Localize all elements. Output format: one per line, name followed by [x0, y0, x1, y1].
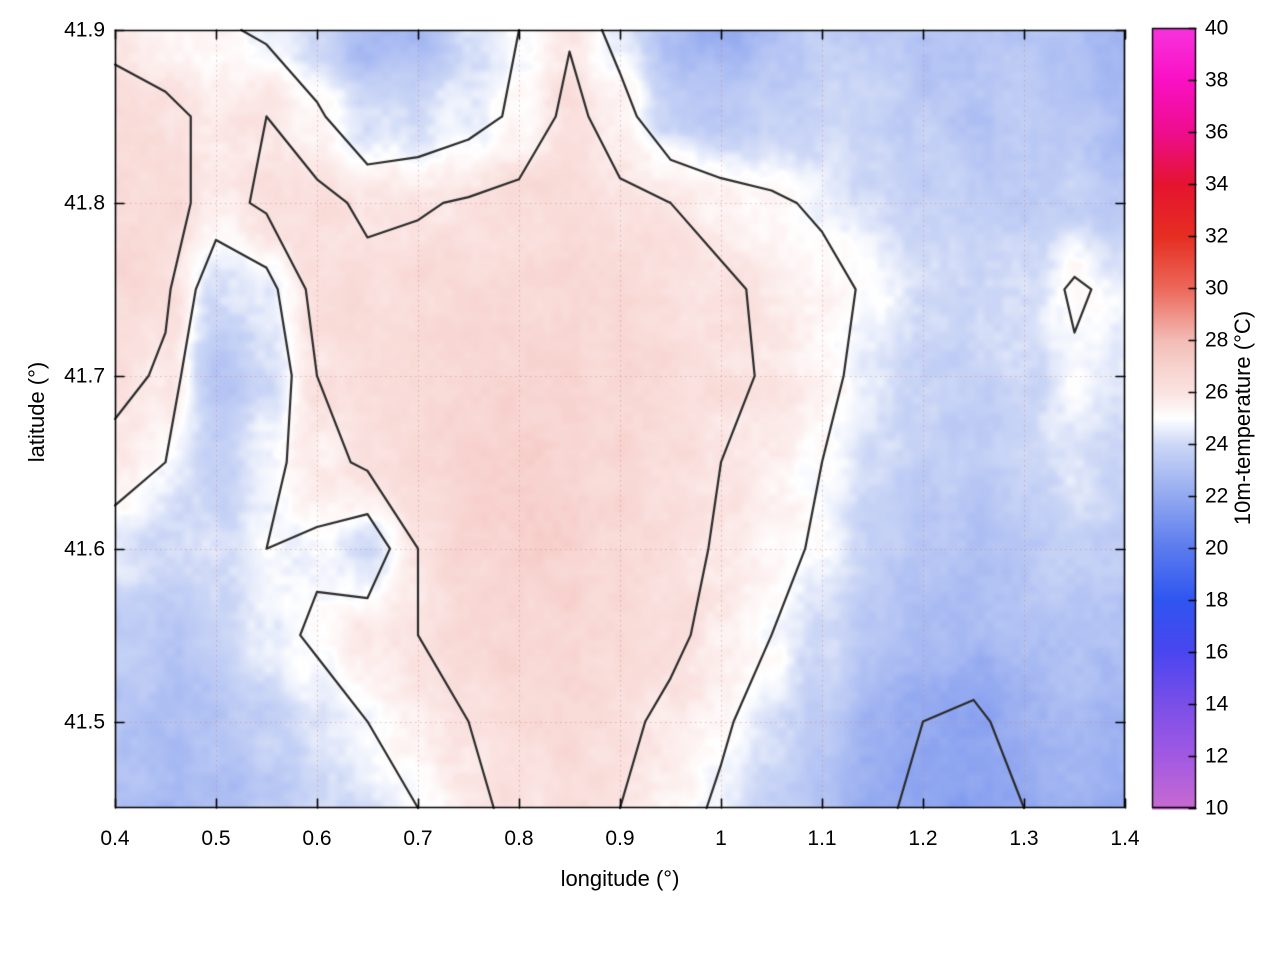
- colorbar-tick-label: 20: [1205, 536, 1229, 560]
- y-tick-label: 41.6: [64, 537, 105, 561]
- colorbar-tick-label: 28: [1205, 328, 1229, 352]
- colorbar-tick-label: 30: [1205, 276, 1229, 300]
- colorbar-label: 10m-temperature (°C): [1230, 310, 1255, 526]
- x-tick-label: 0.8: [504, 827, 534, 850]
- x-tick-label: 1.1: [807, 827, 837, 850]
- y-tick-label: 41.8: [64, 191, 105, 215]
- x-tick-label: 1.3: [1009, 827, 1039, 850]
- y-tick-label: 41.7: [64, 364, 105, 388]
- colorbar-tick-label: 10: [1205, 796, 1229, 820]
- colorbar-tick-label: 14: [1205, 692, 1229, 716]
- colorbar-tick-label: 40: [1205, 16, 1229, 40]
- colorbar-tick-label: 34: [1205, 172, 1229, 196]
- colorbar-tick-label: 32: [1205, 224, 1229, 248]
- y-tick-label: 41.9: [64, 18, 105, 42]
- x-tick-label: 0.5: [201, 827, 231, 850]
- x-tick-label: 0.6: [302, 827, 332, 850]
- y-axis-label: latitude (°): [24, 361, 49, 463]
- colorbar-tick-label: 38: [1205, 68, 1229, 92]
- colorbar-tick-label: 18: [1205, 588, 1229, 612]
- y-tick-label: 41.5: [64, 710, 105, 734]
- x-tick-label: 0.4: [100, 827, 130, 850]
- x-tick-label: 1: [715, 827, 727, 850]
- x-tick-label: 0.7: [403, 827, 433, 850]
- x-tick-label: 1.4: [1110, 827, 1140, 850]
- colorbar-tick-label: 16: [1205, 640, 1229, 664]
- colorbar-tick-label: 24: [1205, 432, 1229, 456]
- colorbar-tick-label: 26: [1205, 380, 1229, 404]
- x-tick-label: 0.9: [605, 827, 635, 850]
- colorbar-tick-label: 22: [1205, 484, 1229, 508]
- x-axis-label: longitude (°): [560, 866, 680, 891]
- colorbar-tick-label: 36: [1205, 120, 1229, 144]
- colorbar-tick-label: 12: [1205, 744, 1229, 768]
- x-tick-label: 1.2: [908, 827, 938, 850]
